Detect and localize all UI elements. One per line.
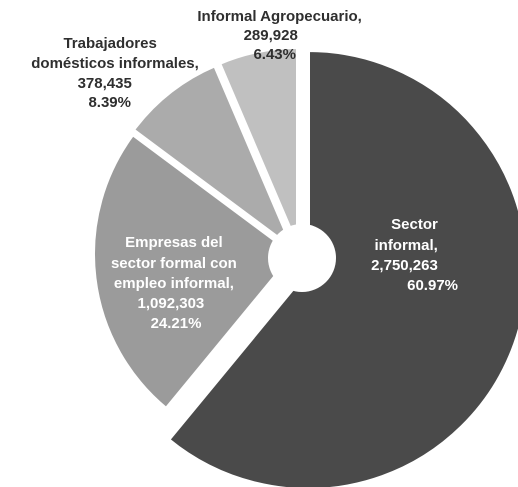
pie-slices [91, 45, 518, 487]
slice-label-trabajadores-domesticos: Trabajadores domésticos informales, 378,… [31, 35, 203, 111]
slice-label-informal-agropecuario: Informal Agropecuario, 289,928 6.43% [197, 8, 366, 63]
slice-label-empresas-formal: Empresas del sector formal con empleo in… [111, 234, 241, 332]
pie-slice-2 [91, 131, 296, 412]
pie-slice-1 [166, 48, 518, 487]
pie-slice-4 [217, 45, 300, 250]
donut-hole [268, 224, 336, 292]
slice-label-sector-informal: Sector informal, 2,750,263 60.97% [371, 216, 458, 294]
pie-slice-3 [130, 63, 296, 252]
